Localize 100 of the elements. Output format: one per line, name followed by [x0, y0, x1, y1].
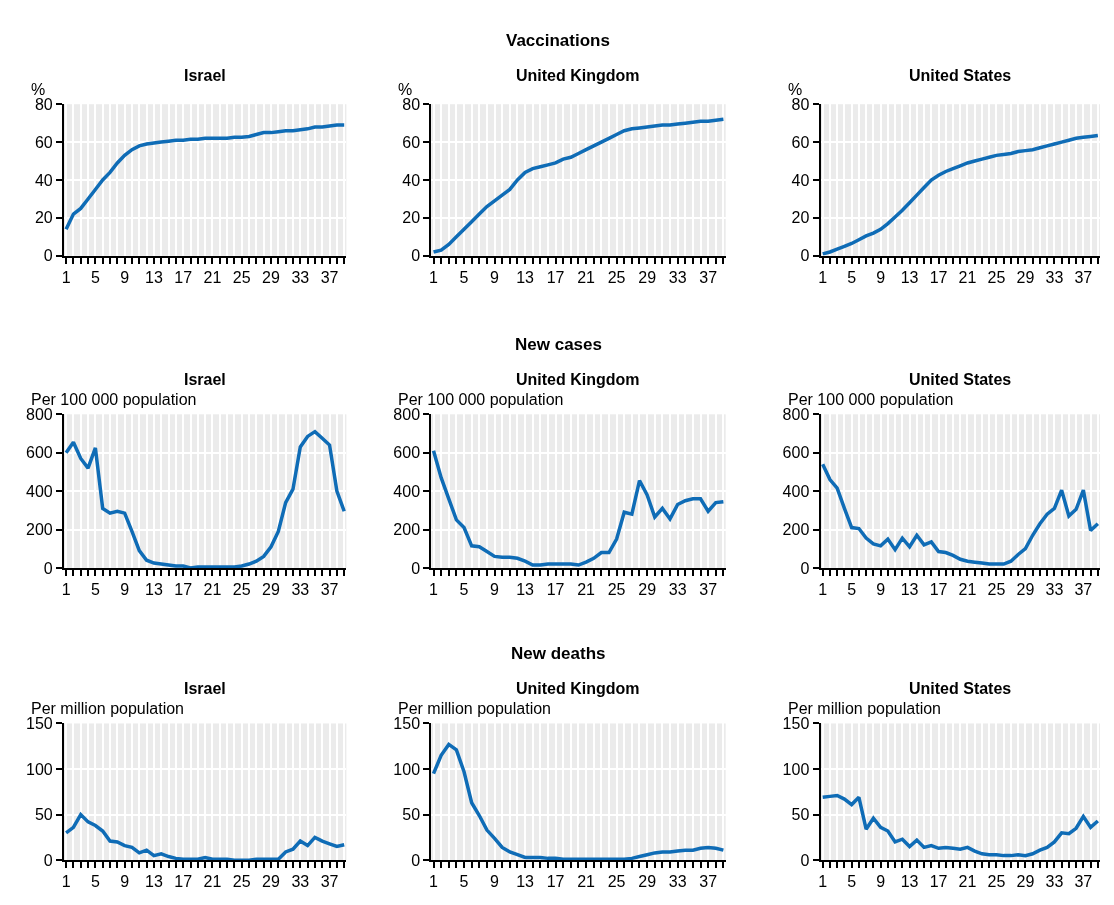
y-tick-label: 80	[402, 95, 421, 113]
x-tick-label: 1	[61, 873, 71, 891]
chart-title: United Kingdom	[516, 67, 640, 84]
x-tick-label: 9	[490, 581, 500, 599]
y-tick-label: 800	[393, 405, 421, 423]
y-tick-label: 80	[791, 95, 810, 113]
x-tick-label: 5	[90, 581, 100, 599]
x-tick-label: 17	[174, 581, 193, 599]
x-tick-label: 9	[876, 873, 886, 891]
line-series	[820, 793, 1100, 858]
y-tick-label: 400	[393, 482, 421, 500]
x-tick-label: 21	[958, 581, 977, 599]
y-tick-label: 400	[26, 482, 53, 500]
x-tick-label: 37	[699, 581, 718, 599]
x-tick-label: 37	[1074, 581, 1093, 599]
x-tick-label: 13	[516, 873, 535, 891]
y-tick-label: 0	[800, 247, 810, 265]
y-tick-label: 100	[26, 760, 53, 778]
x-tick-label: 25	[607, 581, 626, 599]
y-tick-label: 150	[26, 715, 53, 733]
x-tick-label: 21	[577, 268, 596, 286]
x-tick-label: 37	[699, 873, 718, 891]
x-tick-label: 21	[958, 873, 977, 891]
x-tick-label: 29	[1016, 873, 1035, 891]
line-series	[64, 123, 346, 232]
x-tick-label: 5	[459, 268, 469, 286]
x-tick-label: 5	[90, 268, 100, 286]
y-tick-label: 0	[800, 851, 810, 869]
x-tick-label: 37	[320, 873, 339, 891]
y-tick-label: 20	[402, 209, 421, 227]
x-tick-label: 13	[900, 268, 919, 286]
y-axis-title: Per million population	[31, 700, 184, 717]
x-tick-label: 17	[546, 268, 565, 286]
x-tick-label: 33	[1045, 268, 1064, 286]
y-tick-label: 600	[393, 444, 421, 462]
y-tick-label: 0	[411, 851, 421, 869]
x-tick-label: 13	[516, 581, 535, 599]
x-tick-label: 9	[490, 268, 500, 286]
y-tick-label: 800	[782, 405, 810, 423]
x-tick-label: 1	[429, 268, 439, 286]
x-tick-label: 13	[145, 873, 163, 891]
y-tick-label: 0	[800, 559, 810, 577]
text: New cases	[515, 335, 602, 354]
y-axis-title: Per 100 000 population	[788, 391, 954, 408]
x-tick-label: 33	[291, 873, 310, 891]
x-tick-label: 25	[607, 268, 626, 286]
x-tick-label: 29	[262, 873, 281, 891]
x-tick-label: 29	[638, 581, 657, 599]
line-series	[64, 429, 346, 568]
x-tick-label: 37	[320, 268, 339, 286]
y-tick-label: 0	[43, 247, 53, 265]
x-tick-label: 37	[320, 581, 339, 599]
y-tick-label: 600	[26, 444, 53, 462]
text: New deaths	[511, 644, 606, 663]
x-tick-label: 29	[262, 268, 281, 286]
text: Vaccinations	[506, 31, 610, 50]
x-tick-label: 5	[847, 873, 857, 891]
x-tick-label: 1	[61, 581, 71, 599]
x-tick-label: 5	[847, 581, 857, 599]
y-axis-title: Per million population	[398, 700, 551, 717]
x-tick-label: 33	[668, 268, 687, 286]
x-tick-label: 21	[958, 268, 977, 286]
y-tick-label: 50	[34, 806, 53, 824]
x-tick-label: 17	[929, 268, 948, 286]
line-series	[431, 117, 726, 254]
x-tick-label: 25	[607, 873, 626, 891]
y-tick-label: 0	[43, 851, 53, 869]
x-tick-label: 21	[203, 268, 222, 286]
y-tick-label: 60	[402, 133, 421, 151]
y-tick-label: 100	[393, 760, 421, 778]
y-tick-label: 800	[26, 405, 53, 423]
x-tick-label: 13	[145, 268, 163, 286]
x-tick-label: 33	[291, 268, 310, 286]
line-series	[64, 812, 346, 861]
y-tick-label: 200	[26, 521, 53, 539]
y-tick-label: 40	[791, 171, 810, 189]
x-tick-label: 1	[429, 873, 439, 891]
y-tick-label: 20	[791, 209, 810, 227]
x-tick-label: 9	[120, 268, 130, 286]
x-tick-label: 17	[546, 873, 565, 891]
chart-title: Israel	[184, 680, 226, 697]
y-tick-label: 50	[402, 806, 421, 824]
y-tick-label: 40	[34, 171, 53, 189]
chart-title: United States	[909, 680, 1012, 697]
y-axis-title: Per 100 000 population	[31, 391, 197, 408]
y-tick-label: 400	[782, 482, 810, 500]
x-tick-label: 25	[987, 873, 1006, 891]
x-tick-label: 25	[987, 581, 1006, 599]
x-tick-label: 17	[174, 268, 193, 286]
y-tick-label: 80	[34, 95, 53, 113]
chart-title: United States	[909, 371, 1012, 388]
x-tick-label: 13	[900, 581, 919, 599]
x-tick-label: 17	[546, 581, 565, 599]
x-tick-label: 33	[668, 873, 687, 891]
x-tick-label: 17	[929, 873, 948, 891]
chart-title: Israel	[184, 371, 226, 388]
x-tick-label: 37	[1074, 268, 1093, 286]
x-tick-label: 29	[1016, 581, 1035, 599]
x-tick-label: 33	[1045, 873, 1064, 891]
x-tick-label: 13	[516, 268, 535, 286]
